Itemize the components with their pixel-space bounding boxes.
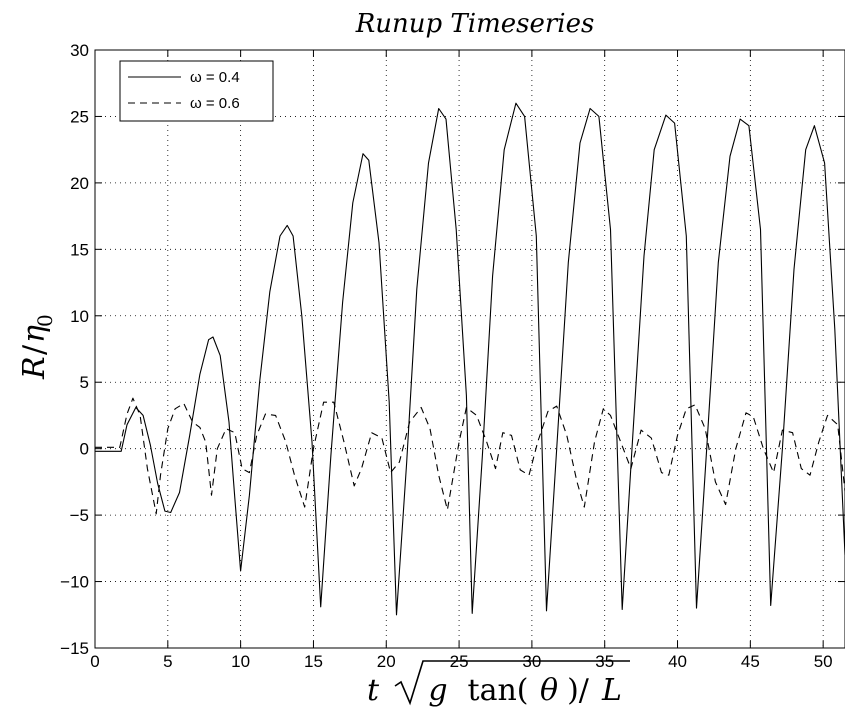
x-label-tan: tan( bbox=[468, 673, 529, 708]
y-label-sub: 0 bbox=[33, 314, 57, 327]
y-tick-label: 30 bbox=[70, 41, 89, 60]
y-tick-label: 5 bbox=[80, 373, 89, 392]
x-label-L: L bbox=[601, 673, 622, 708]
y-axis-label: R / η 0 bbox=[17, 314, 57, 380]
y-tick-label: 25 bbox=[70, 107, 89, 126]
x-tick-label: 40 bbox=[668, 652, 687, 671]
x-tick-label: 0 bbox=[90, 652, 99, 671]
chart-title: Runup Timeseries bbox=[355, 9, 595, 39]
y-label-R: R bbox=[17, 356, 52, 380]
x-label-close: )/ bbox=[567, 673, 590, 708]
x-tick-label: 5 bbox=[163, 652, 172, 671]
y-tick-label: 10 bbox=[70, 307, 89, 326]
legend-label-series-2: ω = 0.6 bbox=[190, 95, 240, 112]
y-label-eta: η bbox=[17, 325, 52, 343]
x-tick-label: 20 bbox=[377, 652, 396, 671]
x-label-t: t bbox=[367, 673, 380, 708]
ticks bbox=[94, 49, 845, 649]
legend: ω = 0.4 ω = 0.6 bbox=[119, 60, 274, 122]
x-axis-label: t g tan( θ )/ L bbox=[367, 673, 622, 708]
y-tick-label: 15 bbox=[70, 240, 89, 259]
x-tick-label: 45 bbox=[741, 652, 760, 671]
y-tick-label: −5 bbox=[70, 506, 89, 525]
plot-frame bbox=[94, 49, 845, 649]
y-tick-label: −10 bbox=[60, 573, 89, 592]
y-tick-label: −15 bbox=[60, 639, 89, 658]
x-label-theta: θ bbox=[540, 673, 558, 708]
legend-label-series-1: ω = 0.4 bbox=[190, 69, 240, 86]
x-label-g: g bbox=[428, 673, 447, 708]
series-layer bbox=[95, 102, 845, 616]
legend-box bbox=[119, 60, 274, 122]
x-tick-label: 10 bbox=[231, 652, 250, 671]
grid bbox=[95, 50, 845, 648]
x-tick-label: 15 bbox=[304, 652, 323, 671]
x-tick-labels: 0 5 10 15 20 25 30 35 40 45 50 bbox=[90, 652, 832, 671]
series-line-omega-0-6 bbox=[95, 397, 845, 515]
sqrt-symbol bbox=[394, 660, 630, 706]
x-tick-label: 50 bbox=[814, 652, 833, 671]
y-tick-label: 20 bbox=[70, 174, 89, 193]
y-tick-labels: −15 −10 −5 0 5 10 15 20 25 30 bbox=[60, 41, 89, 658]
y-label-slash: / bbox=[17, 344, 52, 355]
series-line-omega-0-4 bbox=[95, 102, 845, 616]
y-tick-label: 0 bbox=[80, 440, 89, 459]
